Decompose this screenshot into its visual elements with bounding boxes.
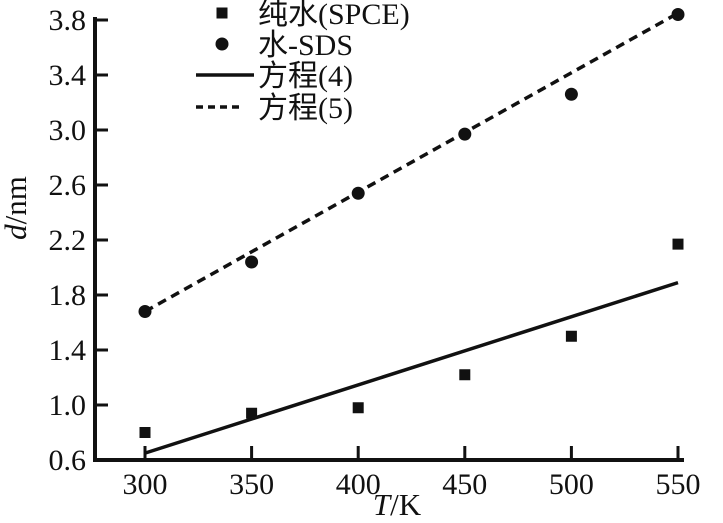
data-point-square [352,402,364,414]
data-point-circle [138,305,152,318]
fit-line-solid [144,280,679,455]
y-tick-label: 3.0 [49,114,87,147]
legend-circle-marker-icon [215,37,229,51]
legend-label: 水-SDS [258,29,353,62]
y-tick-label: 1.0 [49,389,87,422]
x-tick-label: 550 [656,468,701,501]
data-point-circle [351,186,365,200]
legend-label: 方程(4) [258,60,353,93]
fit-line-dashed [144,11,679,314]
data-point-circle [671,8,685,21]
y-tick-label: 2.2 [49,224,87,257]
x-tick-label: 300 [123,468,168,501]
data-point-circle [245,255,259,269]
legend-label: 方程(5) [258,92,353,125]
x-tick-label: 500 [549,468,594,501]
data-point-circle [458,127,472,141]
data-point-square [246,407,258,419]
x-tick-label: 400 [336,468,381,501]
y-axis-label: d/nm [0,176,33,240]
x-tick-label: 450 [442,468,487,501]
data-point-square [459,369,471,381]
y-tick-label: 1.8 [49,279,87,312]
data-point-circle [564,87,578,101]
data-point-square [565,330,577,342]
x-tick-label: 350 [229,468,274,501]
y-tick-label: 0.6 [49,444,87,477]
data-point-square [672,238,684,250]
x-axis-label: T/K [373,487,422,522]
data-point-square [139,427,151,438]
y-tick-label: 1.4 [49,334,87,367]
y-tick-label: 3.8 [49,4,87,37]
y-tick-label: 2.6 [49,169,87,202]
legend-square-marker-icon [216,7,228,19]
legend-label: 纯水(SPCE) [258,0,410,31]
y-tick-label: 3.4 [49,59,87,92]
